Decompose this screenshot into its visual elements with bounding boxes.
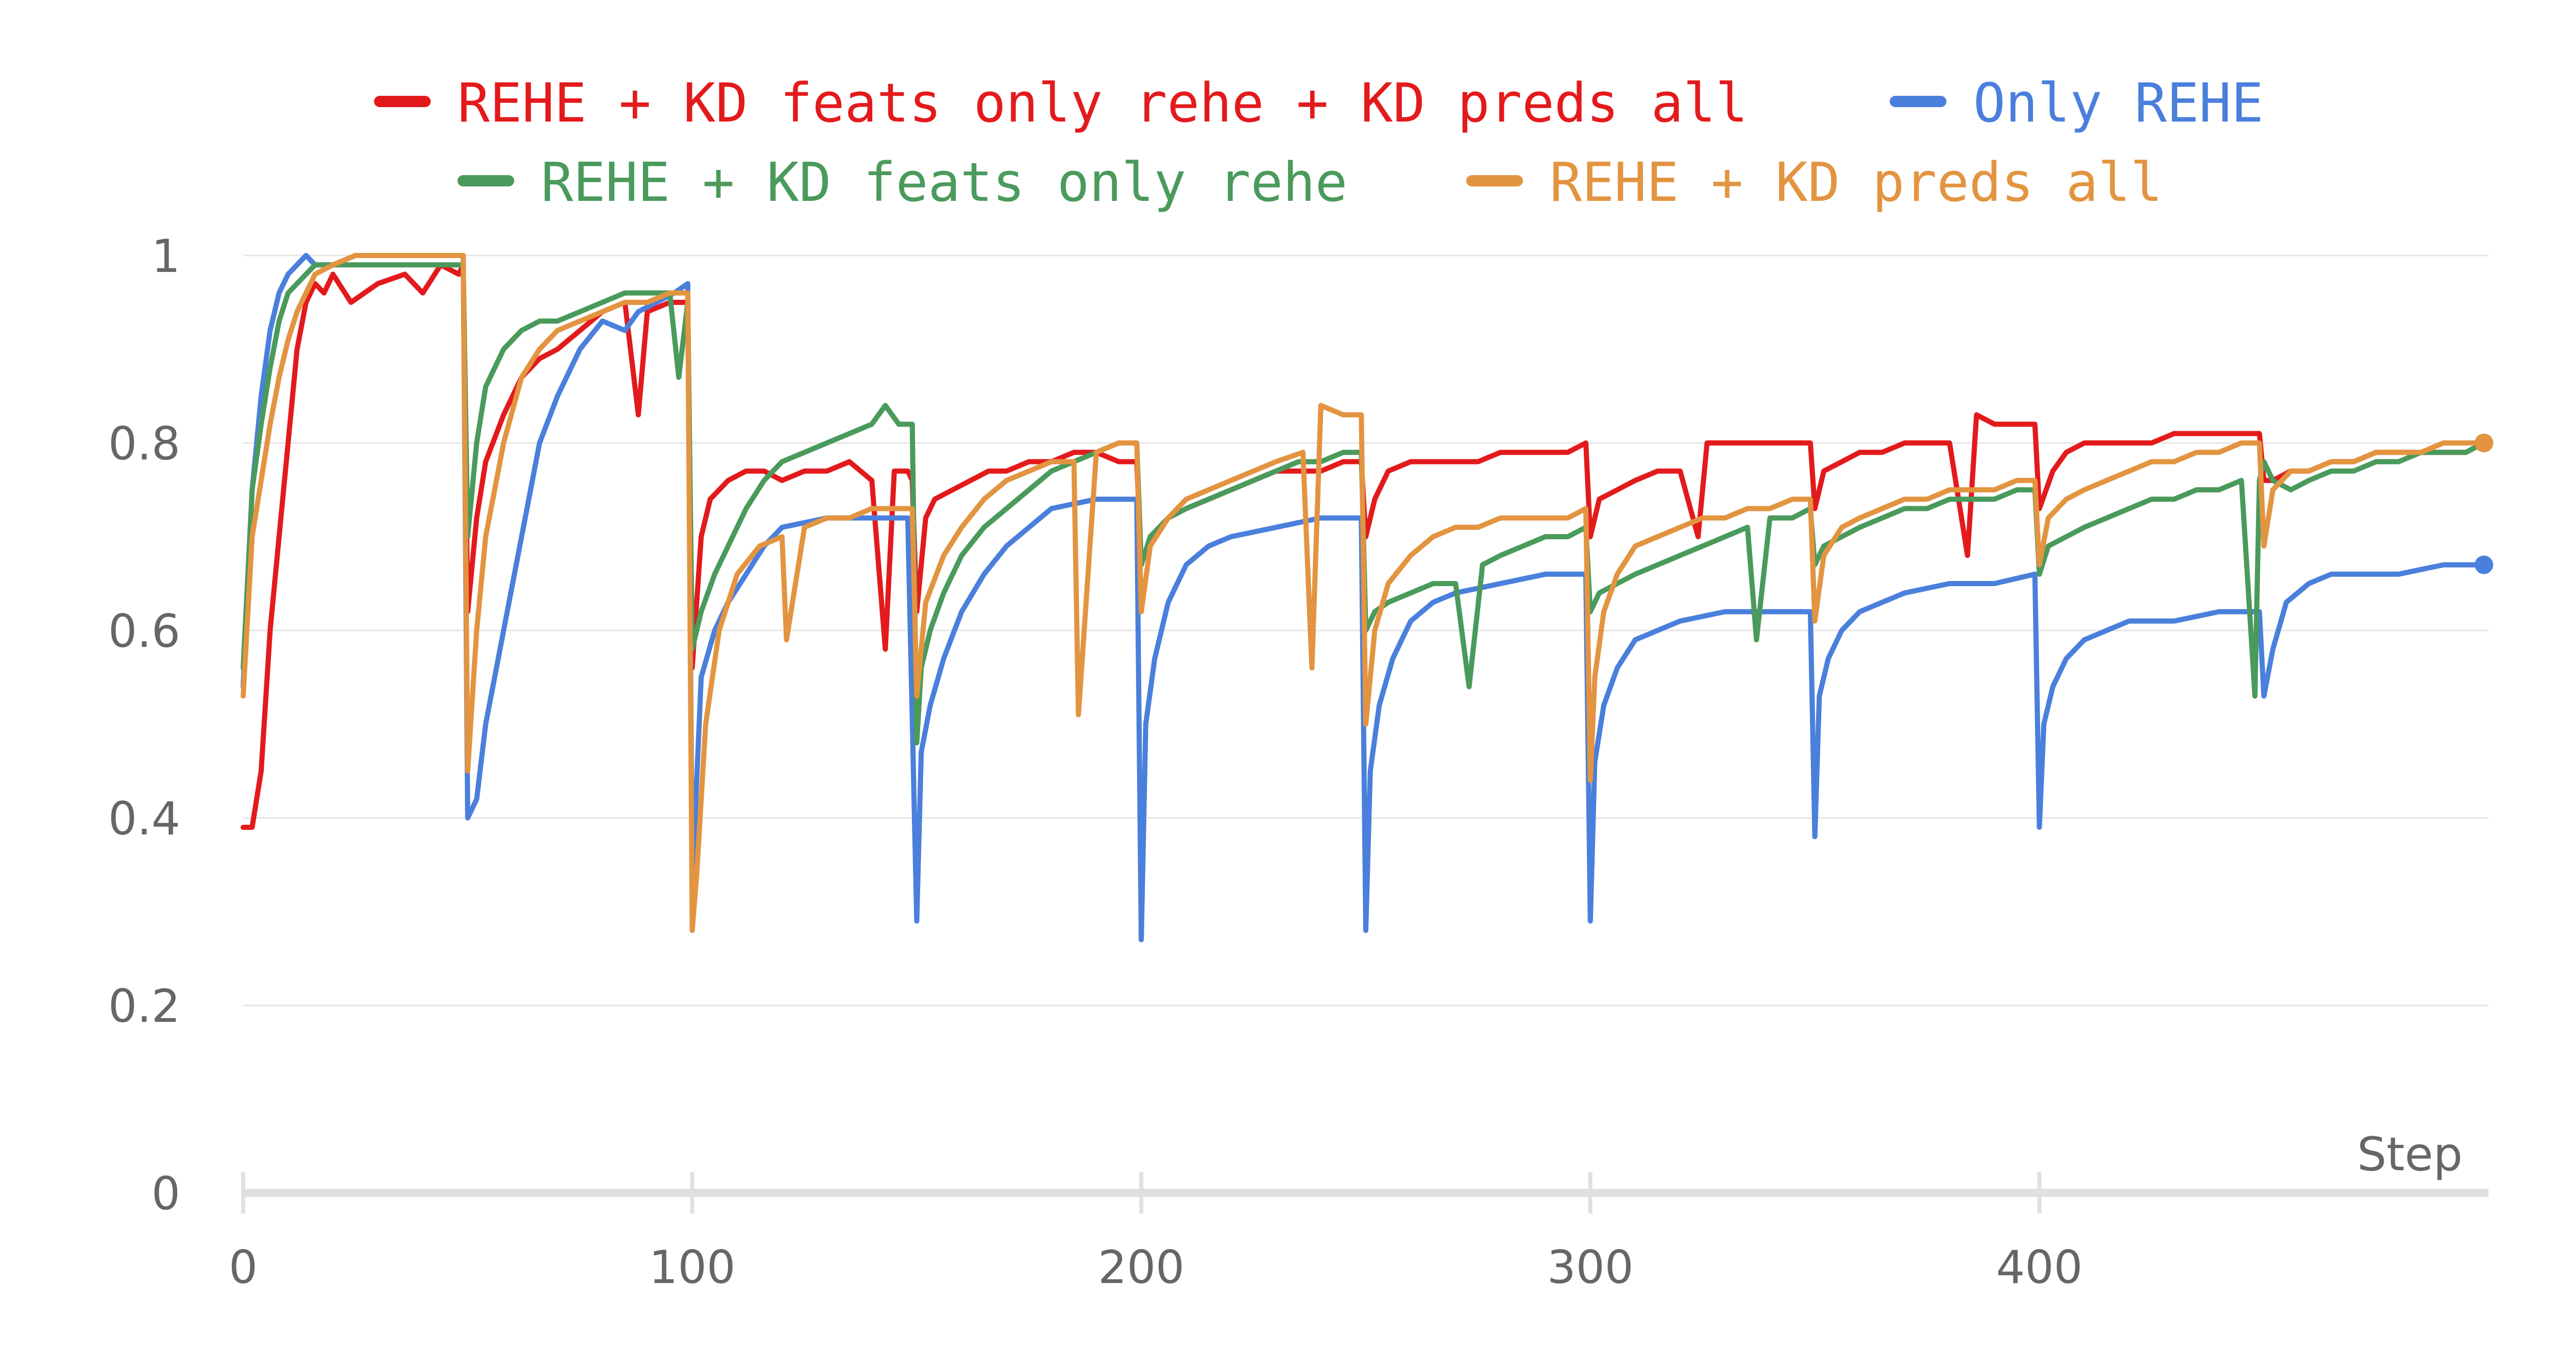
legend-swatch-0 (374, 96, 431, 107)
series-endpoint-3 (2475, 434, 2494, 452)
y-tick-label: 0 (151, 1167, 180, 1220)
series-line-1 (241, 253, 2487, 943)
series-line-3 (241, 253, 2487, 933)
legend-label-3: REHE + KD preds all (1550, 151, 2163, 214)
legend-swatch-3 (1466, 175, 1523, 186)
y-tick-label: 0.8 (108, 417, 180, 470)
x-tick-label: 100 (649, 1241, 736, 1294)
x-tick-label: 200 (1098, 1241, 1184, 1294)
series-endpoints (2475, 434, 2494, 574)
legend: REHE + KD feats only rehe + KD preds all… (374, 72, 2264, 214)
y-tick-label: 0.2 (108, 980, 180, 1033)
y-tick-label: 1 (151, 230, 180, 283)
legend-label-2: REHE + KD feats only rehe (541, 151, 1347, 214)
x-tick-label: 400 (1996, 1241, 2082, 1294)
x-axis: 0 100 200 300 400 (229, 1172, 2488, 1294)
legend-label-1: Only REHE (1973, 72, 2264, 134)
legend-swatch-1 (1890, 96, 1946, 107)
y-axis: 0 0.2 0.4 0.6 0.8 1 (108, 230, 180, 1220)
series-line-2 (241, 262, 2487, 746)
series-endpoint-1 (2475, 555, 2494, 574)
y-tick-label: 0.4 (108, 792, 180, 845)
x-tick-label: 0 (229, 1241, 258, 1294)
x-axis-label: Step (2357, 1127, 2463, 1182)
series-lines (241, 253, 2487, 943)
legend-label-0: REHE + KD feats only rehe + KD preds all (457, 72, 1748, 134)
legend-swatch-2 (457, 175, 514, 186)
x-tick-label: 300 (1547, 1241, 1634, 1294)
y-tick-label: 0.6 (108, 605, 180, 658)
